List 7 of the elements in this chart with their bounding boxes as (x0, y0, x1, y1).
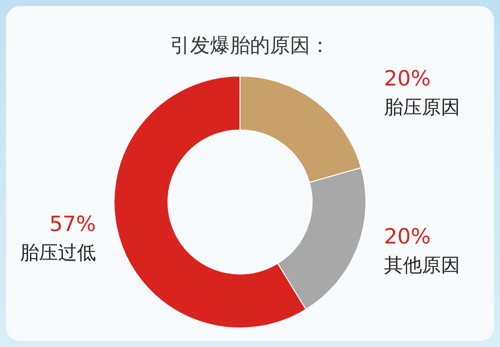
data-label: 57% (49, 212, 96, 236)
slice-label: 胎压原因 (384, 96, 460, 119)
slice-label: 胎压过低 (20, 242, 96, 264)
data-label: 20% (384, 224, 431, 248)
data-label: 20% (384, 66, 431, 91)
chart-title: 引发爆胎的原因： (170, 33, 330, 57)
slice-label: 其他原因 (384, 254, 460, 276)
